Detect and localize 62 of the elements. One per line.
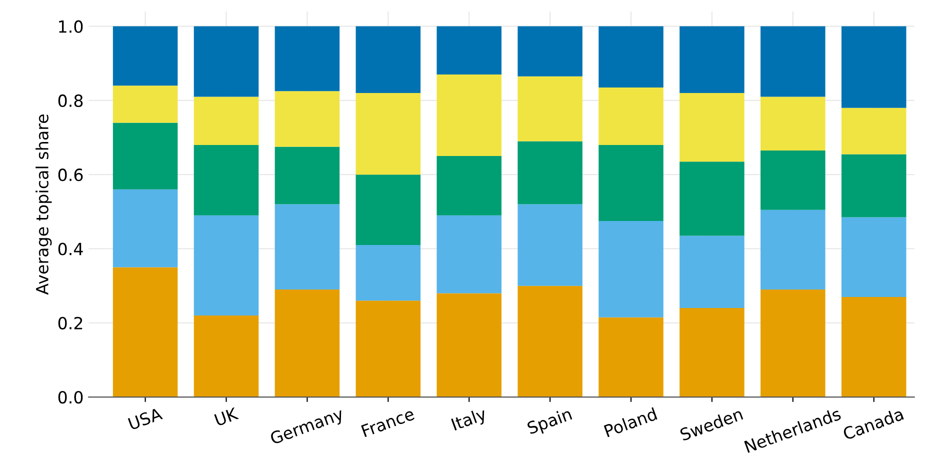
bar [598,144,664,221]
bar [598,220,664,318]
bar [194,315,259,398]
bar [436,74,502,156]
bar [518,141,582,204]
bar [112,189,178,268]
bar [680,308,744,398]
bar [274,146,340,204]
bar [356,300,421,398]
x-tick-label: USA [128,407,164,430]
bar [841,108,906,154]
bar [274,91,340,147]
bar [194,215,259,316]
x-tick-label: Italy [450,406,488,434]
y-tick-label: 0.4 [58,242,83,256]
y-tick-label: 0.0 [58,390,83,404]
bar [112,122,178,190]
bar [841,154,906,218]
bar [436,26,502,74]
bar [356,245,421,301]
bar [274,26,340,92]
x-tick-label: France [361,408,416,438]
bar [841,26,906,108]
x-tick-label: Spain [526,407,574,438]
bar [598,87,664,145]
bar [841,296,906,398]
bar [680,93,744,162]
bar [598,26,664,88]
bar [760,150,826,210]
bar [436,156,502,216]
bar [112,86,178,123]
bar [680,236,744,308]
bar [112,267,178,398]
bar [436,293,502,398]
bar [436,215,502,294]
y-tick-label: 0.6 [58,168,83,182]
bar [194,26,259,97]
bar [518,26,582,76]
bar [518,76,582,142]
bar [841,217,906,297]
bar [680,162,744,236]
bar [760,96,826,150]
bar [194,144,259,216]
bar [274,290,340,398]
bar [194,96,259,145]
y-tick-label: 0.2 [58,316,82,330]
bar [356,26,421,94]
y-tick-label: 1.0 [59,20,83,33]
x-tick-label: UK [214,407,240,426]
bar [598,317,664,398]
bar [274,204,340,290]
y-axis-title: Average topical share [36,114,52,295]
bar [356,93,421,175]
bar [760,290,826,398]
bar [680,26,744,94]
y-tick-label: 0.8 [58,94,83,108]
bar [760,210,826,290]
bar [356,174,421,246]
bar [760,26,826,97]
bar [112,26,178,86]
bar [518,286,582,398]
bar [518,204,582,286]
